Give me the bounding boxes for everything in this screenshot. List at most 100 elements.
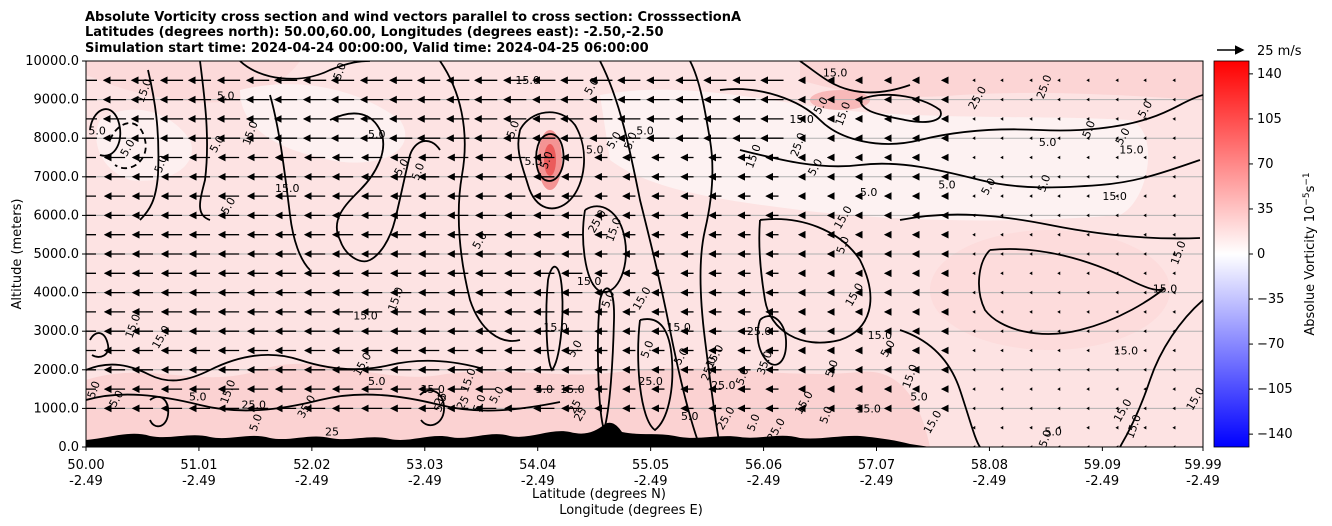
wind-vector	[1086, 290, 1090, 295]
x-tick-label-lat: 55.05	[632, 458, 669, 473]
wind-vector	[1115, 97, 1119, 102]
wind-vector	[1086, 252, 1090, 256]
wind-vector	[1143, 232, 1147, 237]
contour-label: 5.0	[85, 379, 103, 400]
terrain-silhouette	[86, 422, 930, 447]
wind-vector	[1000, 348, 1004, 353]
wind-vector	[1057, 232, 1061, 237]
wind-vector	[1115, 348, 1119, 353]
contour-label: 5.0	[817, 404, 835, 425]
chart-title-line-3: Simulation start time: 2024-04-24 00:00:…	[85, 41, 649, 56]
wind-vector	[972, 194, 976, 198]
wind-vector	[1115, 155, 1119, 160]
contour-label: 5.0	[744, 412, 762, 433]
wind-vector	[1086, 155, 1090, 160]
contour-label: 25	[325, 425, 339, 438]
wind-vector	[1086, 136, 1090, 140]
chart-title-line-1: Absolute Vorticity cross section and win…	[85, 10, 741, 25]
wind-vector	[1086, 117, 1090, 121]
colorbar-label-exponent: −5	[1302, 192, 1312, 205]
wind-vector	[1057, 348, 1061, 353]
wind-vector	[1086, 78, 1090, 83]
wind-vector	[1086, 387, 1090, 391]
wind-vector	[1000, 155, 1004, 160]
wind-vector	[1000, 310, 1004, 314]
contour-label: 5.0	[331, 61, 349, 82]
wind-vector	[1029, 175, 1033, 179]
contour-label: 5.0	[471, 393, 489, 414]
wind-vector	[1057, 213, 1061, 218]
contour-label: 5.0	[536, 383, 554, 396]
quiver-key: 25 m/s	[1217, 44, 1302, 59]
wind-vector	[1172, 155, 1176, 160]
colorbar-tick-label: 140	[1257, 67, 1282, 82]
wind-vector	[1057, 252, 1061, 256]
x-tick-label-lon: -2.49	[521, 474, 555, 489]
wind-vector	[1029, 425, 1033, 430]
wind-vector	[1172, 232, 1176, 237]
wind-vector	[1172, 252, 1176, 256]
wind-vector	[1172, 271, 1176, 276]
wind-vector	[1115, 175, 1119, 179]
vorticity-contours	[86, 61, 1203, 447]
wind-vector	[1029, 310, 1033, 314]
wind-vector	[972, 271, 976, 276]
contour-line	[239, 61, 371, 80]
colorbar-tick-label: 70	[1257, 157, 1274, 172]
wind-vector	[1086, 213, 1090, 218]
wind-vector	[1086, 97, 1090, 102]
wind-vector	[1057, 117, 1061, 121]
wind-vector	[1029, 368, 1033, 372]
contour-label: 5.0	[621, 130, 639, 151]
x-tick-label-lat: 51.01	[180, 458, 217, 473]
contour-label: 5.0	[733, 366, 751, 387]
contour-label: 15.0	[275, 182, 300, 195]
contour-line	[439, 61, 521, 342]
wind-vector	[1029, 97, 1033, 102]
y-tick-label: 8000.0	[34, 131, 80, 146]
contour-label: 25	[454, 393, 472, 412]
wind-vectors	[86, 76, 1176, 447]
wind-vector	[1143, 425, 1147, 430]
y-tick-label: 7000.0	[34, 170, 80, 185]
wind-vector	[1000, 213, 1004, 218]
wind-vector	[972, 425, 976, 430]
contour-line	[545, 266, 564, 372]
wind-vector	[1057, 310, 1061, 314]
contour-line	[269, 94, 311, 271]
wind-vector	[1086, 406, 1090, 411]
contour-label: 5.0	[152, 154, 170, 175]
wind-vector	[1029, 271, 1033, 276]
wind-vector	[1143, 78, 1147, 83]
colorbar-ticks: 140 105 70 35 0 −35 −70 −105 −140	[1249, 67, 1293, 442]
wind-vector	[1172, 406, 1176, 411]
wind-vector	[1000, 232, 1004, 237]
contour-line	[899, 329, 981, 447]
x-tick-label-lat: 53.03	[406, 458, 443, 473]
wind-vector	[1115, 232, 1119, 237]
quiver-key-label: 25 m/s	[1257, 44, 1302, 59]
contour-label: 5.0	[636, 124, 654, 137]
colorbar-tick-label: 0	[1257, 247, 1265, 262]
contour-label: 5.0	[599, 289, 617, 310]
wind-vector	[1057, 329, 1061, 333]
wind-vector	[1000, 425, 1004, 430]
vorticity-patch-right-large	[930, 230, 1170, 350]
wind-vector	[1086, 348, 1090, 353]
contour-line	[739, 149, 1201, 189]
wind-vector	[1115, 213, 1119, 218]
colorbar-label-text: Absolue Vorticity 10	[1303, 206, 1318, 336]
wind-vector	[1115, 406, 1119, 411]
wind-vector	[1000, 368, 1004, 372]
wind-vector	[1000, 175, 1004, 179]
wind-vector	[1143, 252, 1147, 256]
wind-vector	[1029, 290, 1033, 295]
contour-label: 5.0	[1039, 136, 1057, 149]
contour-label: 15.0	[560, 383, 585, 396]
x-axis-label: Latitude (degrees N)	[532, 487, 666, 502]
wind-vector	[972, 136, 976, 140]
contour-line	[535, 133, 565, 182]
wind-vector	[1143, 387, 1147, 391]
wind-vector	[1143, 348, 1147, 353]
wind-vector	[1143, 290, 1147, 295]
